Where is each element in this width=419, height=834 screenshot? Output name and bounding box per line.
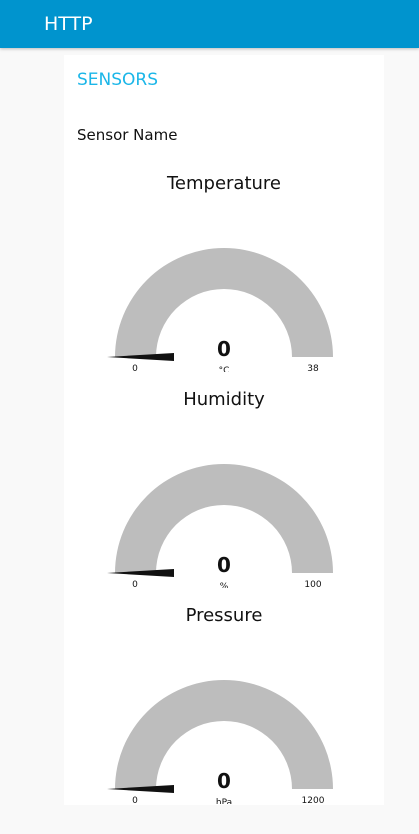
gauge-track [115,248,333,357]
gauge-graphic: 0 °C 0 38 [107,248,333,372]
gauge-max: 1200 [302,796,325,804]
gauge-min: 0 [132,796,138,804]
gauge-max: 100 [304,580,321,588]
gauge-min: 0 [132,580,138,588]
gauge-title: Pressure [185,605,263,626]
gauge-needle [107,569,174,577]
gauge-track [115,680,333,789]
gauge-unit: °C [219,366,230,372]
gauge-min: 0 [132,364,138,372]
gauge-value: 0 [217,553,231,577]
gauge-title: Humidity [183,389,265,410]
group-title: SENSORS [77,70,159,90]
temperature-gauge: Temperature 0 °C 0 38 [64,172,384,372]
gauge-max: 38 [307,364,319,372]
pressure-gauge: Pressure 0 hPa 0 1200 [64,604,384,804]
gauge-graphic: 0 % 0 100 [107,464,333,588]
sensor-name-label: Sensor Name [77,126,178,144]
gauge-unit: % [220,582,229,588]
page-title: HTTP [44,13,93,35]
gauge-track [115,464,333,573]
gauge-value: 0 [217,337,231,361]
top-bar: HTTP [0,0,419,48]
gauge-unit: hPa [216,798,232,804]
gauge-graphic: 0 hPa 0 1200 [107,680,333,804]
gauge-needle [107,353,174,361]
humidity-gauge: Humidity 0 % 0 100 [64,388,384,588]
sensors-card: SENSORS Sensor Name Temperature 0 °C 0 3… [64,55,384,805]
gauge-value: 0 [217,769,231,793]
gauge-title: Temperature [166,173,282,194]
gauge-needle [107,785,174,793]
